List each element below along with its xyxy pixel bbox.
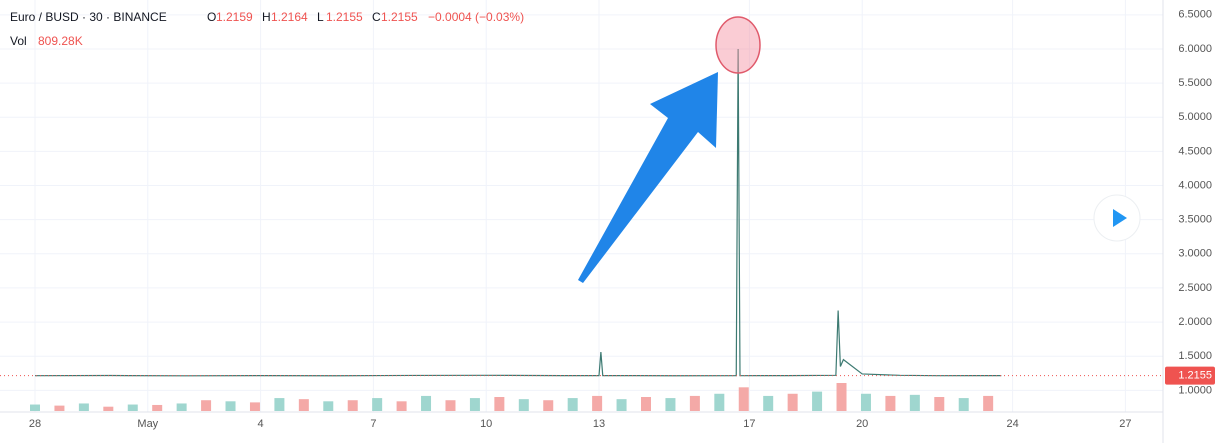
volume-bar [934,397,945,411]
ohlc-label: O [207,10,216,24]
volume-bar [885,395,896,411]
annotation-arrow [578,72,718,283]
volume-bar [738,387,749,411]
volume-bar [860,393,871,411]
volume-bar [494,397,505,411]
volume-bar [665,398,676,411]
ohlc-label: C [372,10,381,24]
volume-bar [909,394,920,411]
volume-bar [347,400,358,411]
volume-bar [689,395,700,411]
y-tick-label: 6.5000 [1178,9,1212,21]
volume-bar [225,401,236,411]
ohlc-value: 1.2155 [381,10,418,24]
x-tick-label: 13 [593,418,605,430]
play-icon[interactable] [1113,209,1127,227]
volume-bar [445,400,456,411]
x-tick-label: May [137,418,158,430]
ohlc-label: H [262,10,271,24]
volume-bar [274,398,285,411]
volume-bar [469,398,480,411]
x-tick-label: 17 [743,418,755,430]
y-tick-label: 3.5000 [1178,214,1212,226]
volume-bar [812,391,823,411]
volume-bar [152,404,163,411]
x-tick-label: 20 [856,418,868,430]
volume-bar [787,393,798,411]
y-tick-label: 4.0000 [1178,179,1212,191]
x-tick-label: 4 [258,418,264,430]
y-tick-label: 6.0000 [1178,43,1212,55]
y-tick-label: 2.5000 [1178,282,1212,294]
volume-bar [836,383,847,411]
volume-bar [616,399,627,411]
x-tick-label: 7 [370,418,376,430]
volume-bar [78,403,89,411]
last-price-box [1165,366,1215,385]
volume-bar [592,395,603,411]
ohlc-value: 1.2155 [326,10,363,24]
last-price-label: 1.2155 [1178,370,1212,382]
volume-bar [983,395,994,411]
volume-bar [298,399,309,411]
volume-bar [54,405,65,411]
x-tick-label: 10 [480,418,492,430]
volume-bar [396,401,407,411]
y-tick-label: 5.0000 [1178,111,1212,123]
volume-bar [958,398,969,411]
volume-bar [567,398,578,411]
volume-bar [176,403,187,411]
y-tick-label: 3.0000 [1178,248,1212,260]
volume-bar [127,404,138,411]
ohlc-value: 1.2159 [216,10,253,24]
play-button[interactable] [1093,194,1141,242]
volume-bar [421,395,432,411]
x-tick-label: 28 [29,418,41,430]
volume-bar [103,406,114,411]
volume-bar [249,402,260,411]
highlight-circle [715,16,761,74]
ohlc-value: 1.2164 [271,10,308,24]
x-tick-label: 27 [1119,418,1131,430]
volume-bar [714,393,725,411]
volume-bar [201,400,212,411]
volume-bar [543,400,554,411]
volume-bar [372,398,383,411]
y-tick-label: 1.0000 [1178,384,1212,396]
x-tick-label: 24 [1006,418,1018,430]
chart-title: Euro / BUSD · 30 · BINANCE [10,10,167,24]
ohlc-label: L [317,10,324,24]
y-tick-label: 1.5000 [1178,350,1212,362]
volume-label: Vol [10,34,27,48]
y-tick-label: 2.0000 [1178,316,1212,328]
volume-bar [763,395,774,411]
volume-bar [518,399,529,411]
y-tick-label: 5.5000 [1178,77,1212,89]
change: −0.0004 (−0.03%) [428,10,524,24]
volume-value: 809.28K [38,34,83,48]
volume-bar [323,401,334,411]
volume-bar [30,404,40,411]
y-tick-label: 4.5000 [1178,145,1212,157]
volume-bar [641,397,651,411]
